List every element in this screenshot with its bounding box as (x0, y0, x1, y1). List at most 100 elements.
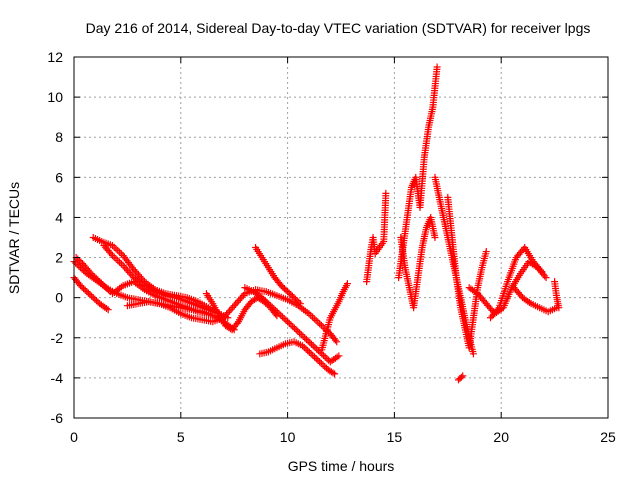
data-point (309, 313, 317, 321)
data-point (311, 353, 319, 361)
data-point (482, 248, 490, 256)
data-point (112, 255, 120, 263)
data-point (304, 337, 312, 345)
data-point (258, 294, 266, 302)
y-tick-label: 6 (55, 169, 63, 185)
data-point (223, 310, 231, 318)
data-point (285, 319, 293, 327)
data-point (117, 250, 125, 258)
data-point (86, 268, 94, 276)
data-point (80, 285, 88, 293)
x-tick-label: 15 (387, 429, 403, 445)
data-point (292, 326, 300, 334)
data-point (302, 345, 310, 353)
data-point (329, 369, 337, 377)
y-tick-labels: -6 -4 -2 0 2 4 6 8 10 12 (47, 49, 63, 426)
data-point (232, 300, 240, 308)
y-tick-label: -4 (51, 370, 64, 386)
axis-ticks (73, 56, 609, 419)
data-point (94, 276, 102, 284)
data-point (133, 269, 141, 277)
data-point (107, 250, 115, 258)
data-point (122, 265, 130, 273)
data-point (235, 297, 243, 305)
data-point (321, 353, 329, 361)
x-tick-labels: 0 5 10 15 20 25 (70, 429, 616, 445)
data-point (297, 331, 305, 339)
data-point (224, 309, 232, 317)
x-tick-label: 20 (493, 429, 509, 445)
y-tick-label: -2 (51, 330, 64, 346)
data-point (316, 358, 324, 366)
data-point (280, 315, 288, 323)
series-track-q (444, 193, 490, 352)
data-point (284, 288, 292, 296)
data-point (279, 283, 287, 291)
data-point (305, 348, 313, 356)
data-point (312, 316, 320, 324)
data-point (119, 262, 127, 270)
data-point (265, 300, 273, 308)
data-point (86, 291, 94, 299)
series-track-j (252, 244, 304, 308)
data-points (70, 63, 563, 384)
data-point (102, 304, 110, 312)
y-tick-label: 4 (55, 209, 63, 225)
data-point (314, 318, 322, 326)
data-point (331, 370, 339, 378)
series-track-b (70, 274, 112, 314)
data-point (494, 305, 502, 313)
data-point (275, 310, 283, 318)
data-point (282, 286, 290, 294)
data-point (260, 295, 268, 303)
plot-frame (73, 56, 609, 419)
data-point (121, 263, 129, 271)
data-point (317, 359, 325, 367)
data-point (114, 257, 122, 265)
data-point (238, 293, 246, 301)
data-point (331, 336, 339, 344)
data-point (295, 298, 303, 306)
x-axis-label: GPS time / hours (288, 458, 395, 474)
data-point (457, 373, 465, 381)
data-point (239, 291, 247, 299)
data-point (280, 285, 288, 293)
data-point (288, 292, 296, 300)
y-tick-label: -6 (51, 410, 64, 426)
data-point (333, 353, 341, 361)
data-point (382, 189, 390, 197)
data-point (311, 343, 319, 351)
series-track-c (72, 254, 114, 296)
data-point (287, 291, 295, 299)
data-point (555, 304, 563, 312)
data-point (307, 350, 315, 358)
data-point (273, 308, 281, 316)
data-point (333, 338, 341, 346)
data-point (287, 321, 295, 329)
data-point (136, 272, 144, 280)
series-track-t (487, 244, 546, 322)
data-point (290, 294, 298, 302)
data-point (292, 295, 300, 303)
data-point (299, 332, 307, 340)
data-point (536, 266, 544, 274)
data-point (312, 355, 320, 363)
data-point (542, 274, 550, 282)
data-point (89, 271, 97, 279)
data-point (116, 248, 124, 256)
data-point (77, 258, 85, 266)
data-point (433, 63, 441, 71)
data-point (116, 258, 124, 266)
data-point (296, 329, 304, 337)
y-axis-label: SDTVAR / TECUs (6, 182, 22, 294)
data-point (272, 307, 280, 315)
data-point (84, 289, 92, 297)
data-point (278, 313, 286, 321)
series-track-i (241, 284, 343, 366)
data-point (294, 327, 302, 335)
data-point (205, 310, 213, 318)
data-point (88, 292, 96, 300)
data-point (127, 270, 135, 278)
data-point (343, 280, 351, 288)
series-track-v (551, 278, 563, 312)
